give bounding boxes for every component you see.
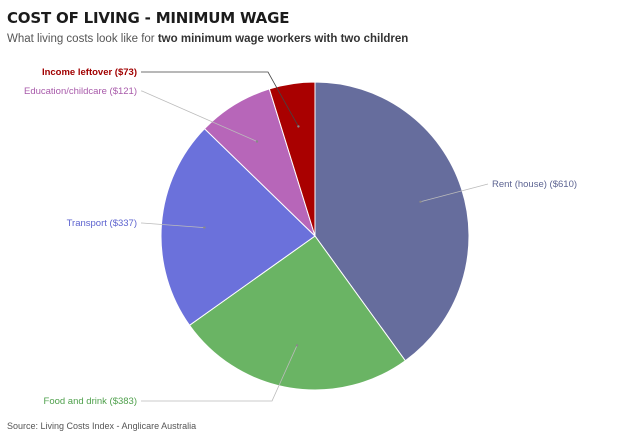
slice-label: Transport ($337)	[67, 218, 137, 229]
slice-label: Rent (house) ($610)	[492, 179, 577, 190]
slice-label: Education/childcare ($121)	[24, 86, 137, 97]
subtitle-text: What living costs look like for	[7, 33, 158, 45]
leader-line	[141, 345, 298, 402]
chart-subtitle: What living costs look like for two mini…	[7, 33, 408, 45]
source-note: Source: Living Costs Index - Anglicare A…	[7, 421, 197, 431]
chart-title: COST OF LIVING - MINIMUM WAGE	[7, 9, 290, 27]
subtitle-emphasis: two minimum wage workers with two childr…	[157, 33, 409, 45]
leader-lines	[141, 71, 489, 402]
slice-label: Income leftover ($73)	[42, 67, 137, 78]
pie-slice-income-leftover[interactable]	[268, 81, 316, 237]
slice-labels: Rent (house) ($610) Food and drink ($383)…	[24, 67, 577, 407]
leader-dot	[297, 125, 300, 128]
leader-dot	[255, 140, 259, 143]
slice-label: Food and drink ($383)	[44, 396, 137, 407]
leader-line	[141, 222, 205, 228]
leader-line	[141, 71, 299, 127]
pie-slices	[160, 81, 470, 391]
pie-slice-rent-house[interactable]	[314, 81, 470, 362]
leader-dot	[419, 200, 422, 203]
leader-dot	[295, 344, 299, 347]
leader-dot	[203, 226, 206, 229]
pie-slice-food-and-drink[interactable]	[188, 235, 407, 391]
leader-line	[420, 183, 489, 203]
leader-line	[141, 90, 258, 142]
